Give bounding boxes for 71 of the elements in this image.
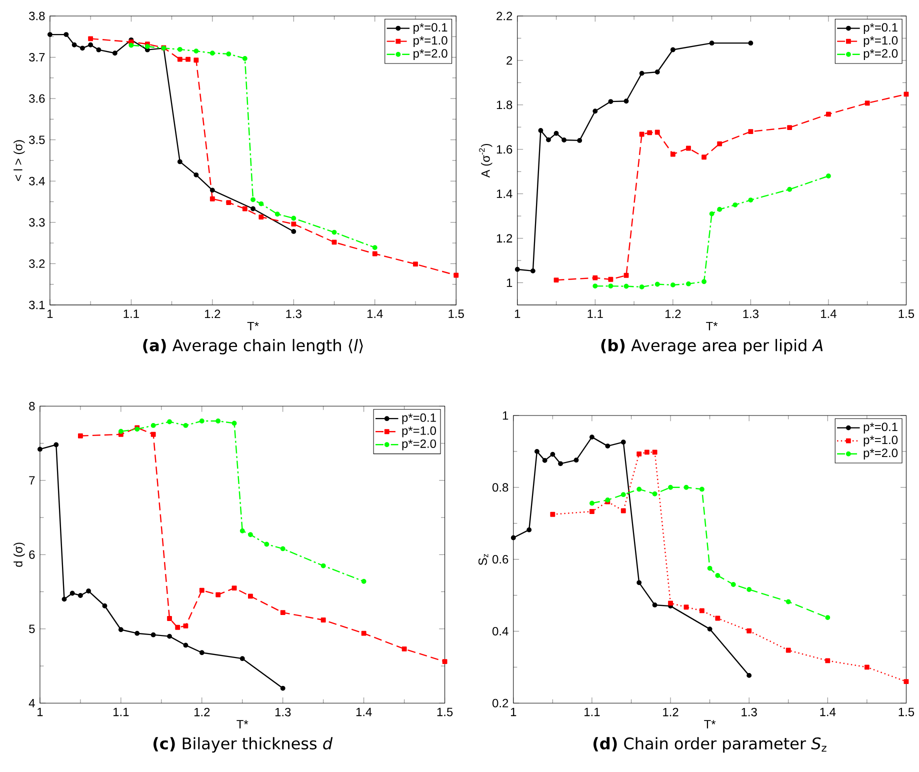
y-tick-label: 2.2 — [496, 12, 512, 20]
x-axis-title: T* — [236, 720, 248, 728]
x-tick-label: 1.2 — [194, 708, 210, 716]
y-axis-title: S$_{z}$ — [478, 554, 488, 565]
x-tick-label: 1.5 — [898, 708, 914, 716]
text: (c) Bilayer thickness d — [153, 736, 333, 752]
x-tick-label: 1.5 — [448, 309, 464, 318]
legend-label: p*=0.1 — [864, 22, 898, 34]
x-tick-label: 1.3 — [275, 708, 291, 716]
y-tick-label: 3.3 — [29, 218, 45, 226]
y-tick-label: 0.2 — [492, 698, 508, 708]
y-tick-label: 1.2 — [496, 234, 512, 242]
legend-label: p*=0.1 — [402, 413, 436, 424]
text: (b) Average area per lipid A — [601, 338, 823, 354]
y-tick-label: 0.8 — [492, 482, 508, 492]
y-tick-label: 4 — [28, 698, 35, 708]
legend-label: p*=2.0 — [864, 448, 898, 460]
legend-label: p*=0.1 — [864, 422, 898, 434]
legend-label: p*=1.0 — [402, 426, 436, 438]
x-tick-label: 1 — [514, 309, 520, 318]
x-axis-title: T* — [704, 720, 716, 728]
y-tick-label: 1.4 — [496, 189, 512, 198]
x-tick-label: 1.3 — [743, 309, 758, 318]
x-tick-label: 1 — [48, 309, 53, 318]
text: (d) Chain order parameter S$_{z}$ — [593, 736, 826, 752]
y-tick-label: 1.8 — [496, 100, 512, 109]
text: (a) Average chain length ⟨l⟩ — [143, 338, 363, 354]
x-tick-label: 1.4 — [367, 309, 383, 318]
x-axis-title: T* — [247, 322, 259, 330]
legend-label: p*=0.1 — [414, 22, 448, 34]
y-tick-label: 1 — [502, 411, 508, 420]
x-tick-label: 1.1 — [114, 708, 129, 716]
x-tick-label: 1.2 — [663, 708, 678, 716]
y-tick-label: 3.1 — [29, 300, 45, 310]
x-tick-label: 1.1 — [124, 309, 139, 318]
legend-label: p*=1.0 — [864, 36, 898, 47]
y-axis-title: d (σ) — [14, 542, 25, 567]
x-tick-label: 1.2 — [205, 309, 220, 318]
y-tick-label: 7 — [29, 476, 35, 484]
y-tick-label: 3.7 — [29, 52, 45, 62]
y-tick-label: 8 — [29, 402, 35, 410]
y-tick-label: 3.5 — [29, 135, 45, 144]
x-tick-label: 1.4 — [356, 708, 372, 716]
x-tick-label: 1.5 — [437, 708, 453, 716]
y-tick-label: 2 — [506, 56, 512, 64]
y-tick-label: 3.6 — [29, 94, 45, 103]
y-axis-title: < l > (σ) — [14, 140, 25, 181]
y-tick-label: 3.8 — [29, 12, 45, 20]
x-tick-label: 1.3 — [742, 708, 757, 716]
legend-label: p*=1.0 — [414, 36, 448, 47]
x-tick-label: 1.4 — [821, 309, 836, 318]
y-axis-title: A (σ$^{-2}$) — [479, 144, 492, 178]
x-tick-label: 1.1 — [588, 309, 603, 318]
x-tick-label: 1.1 — [584, 708, 600, 716]
y-tick-label: 0.4 — [492, 626, 508, 636]
x-tick-label: 1.3 — [286, 309, 302, 318]
y-tick-label: 6 — [29, 550, 35, 559]
legend-label: p*=2.0 — [414, 48, 448, 60]
y-tick-label: 0.6 — [492, 554, 508, 564]
y-tick-label: 5 — [29, 624, 35, 633]
y-tick-label: 3.4 — [29, 176, 45, 186]
y-tick-label: 3.2 — [29, 259, 45, 268]
x-tick-label: 1.4 — [820, 708, 836, 716]
x-axis-title: T* — [706, 322, 718, 330]
y-tick-label: 1 — [506, 278, 512, 287]
y-tick-label: 1.6 — [496, 144, 512, 154]
x-tick-label: 1.5 — [898, 309, 914, 318]
legend-label: p*=2.0 — [864, 48, 898, 60]
legend-label: p*=2.0 — [402, 439, 436, 450]
x-tick-label: 1.2 — [666, 309, 681, 318]
legend-label: p*=1.0 — [864, 435, 898, 446]
